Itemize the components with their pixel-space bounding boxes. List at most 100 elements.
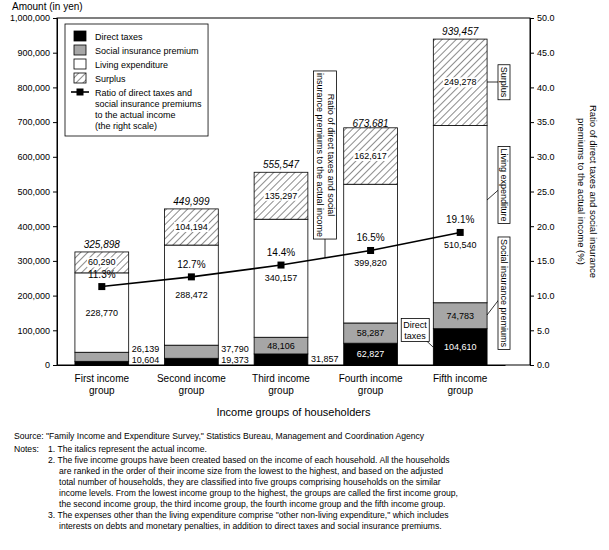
note-line: the second income group, the third incom… [59, 499, 445, 509]
y2-axis-tick-label: 35.0 [537, 117, 555, 127]
bar-label: 249,278 [444, 77, 477, 87]
legend-swatch [74, 59, 86, 69]
ratio-label: 14.4% [267, 247, 295, 258]
legend-entry: Ratio of direct taxes andsocial insuranc… [71, 88, 202, 131]
legend-label: Direct taxes [95, 32, 143, 42]
plot-frame [57, 18, 530, 365]
bar-label: 104,610 [444, 342, 477, 352]
label-bg [264, 191, 299, 201]
ratio-label: 16.5% [356, 232, 384, 243]
y-axis-tick-label: 600,000 [17, 152, 50, 162]
bar-label: 26,139 [132, 344, 160, 354]
y-axis-tick-mark [53, 296, 57, 297]
x-axis-line [58, 365, 506, 366]
y2-axis-tick-mark [530, 18, 534, 19]
note-line: 2. The five income groups have been crea… [48, 455, 450, 465]
y2-axis-tick-label: 20.0 [537, 222, 555, 232]
y-axis-tick-label: 200,000 [17, 291, 50, 301]
y-axis-tick-mark [53, 157, 57, 158]
y2-axis-tick-mark [530, 365, 534, 366]
callout-text: Ratio of direct taxes and social [326, 94, 336, 217]
y2-axis-line [531, 19, 535, 366]
callout-text: Surplus [499, 67, 509, 98]
y-axis-tick-label: 0 [45, 360, 50, 370]
y2-axis-tick: 30.0 [530, 152, 555, 162]
bar-label: 62,827 [357, 349, 385, 359]
bar-label: 19,373 [221, 355, 249, 365]
label-bg [353, 151, 388, 161]
y-axis-tick-label: 300,000 [17, 256, 50, 266]
y-axis-tick: 200,000 [17, 291, 57, 301]
ratio-label: 19.1% [446, 214, 474, 225]
callout-box [314, 71, 337, 239]
y2-axis-tick-label: 5.0 [537, 326, 550, 336]
footnotes: Source: "Family Income and Expenditure S… [14, 431, 458, 531]
y-axis-tick-mark [53, 261, 57, 262]
y-axis-line [53, 19, 58, 366]
ratio-line [102, 232, 460, 286]
y-axis-tick: 0 [45, 360, 57, 370]
y2-axis-tick-label: 30.0 [537, 152, 555, 162]
bar [433, 303, 487, 329]
y2-axis-tick: 15.0 [530, 256, 555, 266]
bar [344, 128, 398, 184]
bar [254, 354, 308, 365]
bar-label: 37,790 [221, 344, 249, 354]
x-tick-label: Second incomegroup [157, 373, 226, 396]
ratio-marker [188, 273, 195, 280]
bar [254, 172, 308, 219]
bar-label: 135,297 [265, 191, 298, 201]
callout-box [498, 237, 510, 350]
y2-axis-tick-label: 10.0 [537, 291, 555, 301]
callout: Ratio of direct taxes and socialinsuranc… [314, 71, 337, 239]
y-axis-tick-mark [53, 330, 57, 331]
y-axis-tick: 700,000 [17, 117, 57, 127]
callout-text: Direct [403, 320, 427, 330]
x-tick: Fourth incomegroup [339, 365, 403, 396]
callout-text: taxes [404, 331, 426, 341]
label-bg [443, 77, 478, 87]
callout-box [498, 146, 510, 223]
callout: Directtaxes [401, 319, 429, 342]
y2-axis-tick-mark [530, 296, 534, 297]
bar-label: 399,820 [354, 258, 387, 268]
y2-axis-tick-mark [530, 122, 534, 123]
legend-swatch [74, 31, 86, 41]
y2-axis-tick: 25.0 [530, 187, 555, 197]
y2-axis-tick: 20.0 [530, 222, 555, 232]
chart: 0100,000200,000300,000400,000500,000600,… [0, 0, 609, 550]
y-axis-tick-label: 900,000 [17, 48, 50, 58]
note-line: 3. The expenses other than the living ex… [48, 510, 449, 520]
bar-label: 510,540 [444, 240, 477, 250]
x-tick: Third incomegroup [252, 365, 310, 396]
bar-label: 10,604 [132, 355, 160, 365]
legend-label: Ratio of direct taxes andsocial insuranc… [95, 88, 202, 131]
bar [165, 209, 219, 245]
source: Source: "Family Income and Expenditure S… [14, 431, 425, 441]
y2-axis-tick-label: 15.0 [537, 256, 555, 266]
legend-box [65, 24, 208, 136]
x-axis: First incomegroup Second incomegroup Third… [58, 365, 506, 396]
y-axis-tick: 500,000 [17, 187, 57, 197]
ratio-marker [367, 247, 374, 254]
y2-axis-tick-mark [530, 226, 534, 227]
callout-box [401, 319, 429, 342]
y2-axis-title-line: Ratio of direct taxes and social insuran… [588, 105, 599, 278]
legend-label: Living expenditure [95, 60, 168, 70]
x-tick-label: First incomegroup [75, 373, 130, 396]
callout: Social insurance premiums [498, 237, 510, 350]
plot-area [75, 39, 487, 365]
y2-axis-tick-label: 40.0 [537, 83, 555, 93]
bar-label: 228,770 [86, 308, 119, 318]
callout-text: insurance premiums to the actual income [315, 73, 325, 237]
note-line: income levels. From the lowest income gr… [59, 488, 458, 498]
y-axis-tick-mark [53, 53, 57, 54]
y2-axis-tick-mark [530, 330, 534, 331]
y-axis-tick: 800,000 [17, 83, 57, 93]
bar-label: 340,157 [265, 273, 298, 283]
legend-label: Social insurance premium [95, 46, 199, 56]
y-axis-tick-mark [53, 18, 57, 19]
y-axis-title: Amount (in yen) [12, 1, 83, 12]
x-tick: Second incomegroup [157, 365, 226, 396]
y-axis-tick: 100,000 [17, 326, 57, 336]
